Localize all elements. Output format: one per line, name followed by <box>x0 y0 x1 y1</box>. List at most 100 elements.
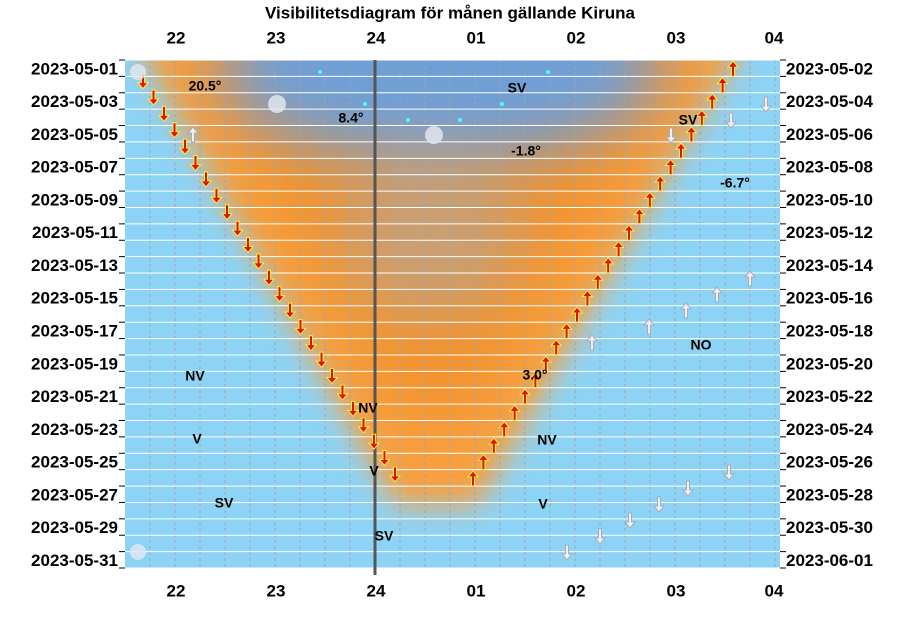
arrow <box>147 89 160 106</box>
arrow <box>157 105 171 123</box>
annotation: NV <box>537 432 557 448</box>
arrow <box>643 191 656 208</box>
date-label: 2023-05-21 <box>31 387 118 406</box>
arrow <box>529 371 542 389</box>
annotation: SV <box>508 80 527 96</box>
arrow <box>388 466 402 483</box>
arrow <box>623 512 637 529</box>
annotation: 3.0° <box>522 367 547 383</box>
date-label: 2023-05-12 <box>786 223 873 242</box>
date-label: 2023-05-08 <box>786 158 873 177</box>
arrow <box>674 142 688 159</box>
annotation: 20.5° <box>189 78 222 94</box>
arrow <box>664 158 677 176</box>
arrow <box>252 253 265 270</box>
annotation: V <box>369 463 379 479</box>
star <box>500 102 504 106</box>
arrow <box>706 93 719 110</box>
arrow <box>378 449 391 467</box>
arrow <box>346 400 360 418</box>
hour-label: 02 <box>567 581 586 600</box>
arrow <box>325 368 339 385</box>
hour-label: 23 <box>267 581 286 600</box>
hour-label: 23 <box>267 28 286 47</box>
arrow <box>304 335 318 352</box>
annotation: -6.7° <box>720 175 750 191</box>
moon <box>268 95 286 113</box>
annotation: NV <box>185 368 205 384</box>
annotation: -1.8° <box>511 143 541 159</box>
date-label: 2023-05-28 <box>786 485 873 504</box>
arrow <box>466 470 480 487</box>
arrow <box>498 420 511 438</box>
arrow <box>262 269 276 287</box>
arrow <box>220 204 234 221</box>
arrow <box>581 289 594 307</box>
date-label: 2023-05-29 <box>31 518 118 537</box>
arrow <box>759 96 773 113</box>
arrow <box>602 257 615 274</box>
date-label: 2023-05-20 <box>786 354 873 373</box>
arrow <box>743 270 757 287</box>
arrow <box>726 60 740 77</box>
arrow <box>716 76 729 94</box>
arrow <box>199 171 213 188</box>
date-label: 2023-05-18 <box>786 322 873 341</box>
date-label: 2023-05-23 <box>31 420 118 439</box>
date-label: 2023-05-03 <box>31 92 118 111</box>
date-label: 2023-05-31 <box>31 551 118 570</box>
date-label: 2023-05-11 <box>32 223 118 242</box>
arrow <box>710 286 724 303</box>
arrow <box>722 464 736 481</box>
arrow <box>633 207 646 225</box>
arrow <box>508 404 521 421</box>
arrow <box>294 318 307 336</box>
annotation: NO <box>691 337 712 353</box>
date-label: 2023-05-04 <box>786 92 874 111</box>
arrow <box>273 286 286 303</box>
arrow <box>679 302 693 319</box>
arrow <box>585 334 599 351</box>
date-label: 2023-05-07 <box>31 158 118 177</box>
date-label: 2023-06-01 <box>786 551 873 570</box>
date-label: 2023-05-27 <box>31 485 118 504</box>
star <box>363 102 367 106</box>
date-label: 2023-05-26 <box>786 453 873 472</box>
arrow <box>550 338 563 356</box>
date-label: 2023-05-05 <box>31 125 118 144</box>
hour-label: 02 <box>567 28 586 47</box>
chart-title: Visibilitetsdiagram för månen gällande K… <box>265 3 636 22</box>
star <box>546 70 550 74</box>
arrow <box>231 220 244 237</box>
date-label: 2023-05-15 <box>31 289 118 308</box>
star <box>406 118 410 122</box>
date-label: 2023-05-22 <box>786 387 873 406</box>
arrow <box>477 453 490 470</box>
date-label: 2023-05-14 <box>786 256 874 275</box>
hour-label: 24 <box>367 581 386 600</box>
arrow <box>560 322 573 339</box>
date-label: 2023-05-06 <box>786 125 873 144</box>
hour-label: 04 <box>765 28 784 47</box>
moon <box>130 64 146 80</box>
arrow <box>210 187 223 205</box>
date-label: 2023-05-10 <box>786 190 873 209</box>
arrow <box>664 127 678 144</box>
annotation: NV <box>358 400 378 416</box>
arrow <box>357 417 370 434</box>
arrow <box>518 388 532 405</box>
arrow <box>591 273 604 290</box>
hour-label: 22 <box>167 28 186 47</box>
arrow <box>652 496 666 513</box>
date-label: 2023-05-13 <box>31 256 118 275</box>
annotation: SV <box>679 112 698 128</box>
arrow <box>283 302 297 319</box>
date-label: 2023-05-19 <box>31 354 118 373</box>
star <box>318 70 322 74</box>
annotation: V <box>192 431 202 447</box>
hour-label: 04 <box>765 581 784 600</box>
hour-label: 22 <box>167 581 186 600</box>
arrow <box>695 109 708 126</box>
arrow <box>336 384 349 401</box>
